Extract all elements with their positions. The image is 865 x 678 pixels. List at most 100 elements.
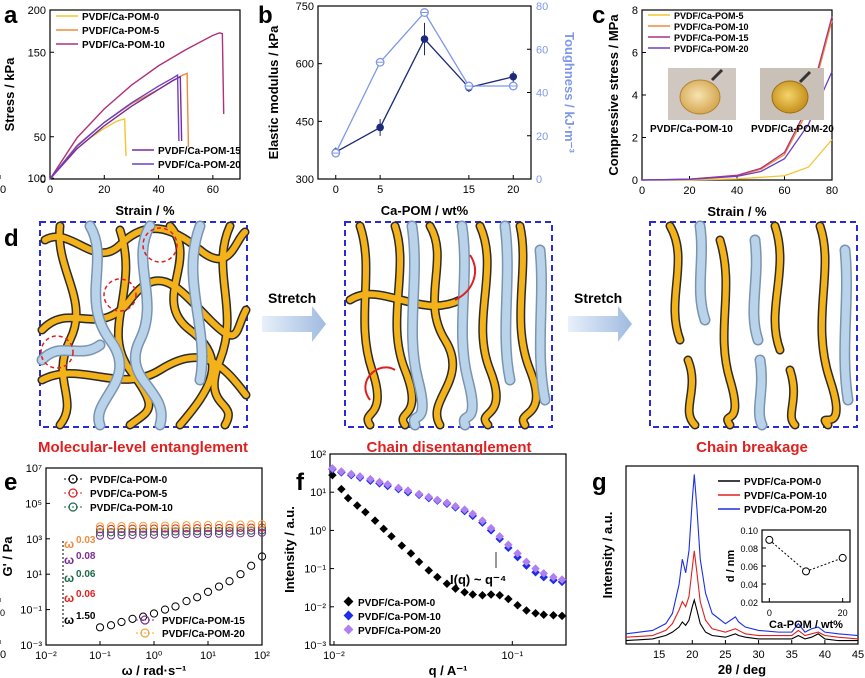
x-tick-label: 15 [653, 649, 665, 661]
x-tick-label: 45 [852, 649, 864, 661]
data-point [203, 529, 213, 538]
x-tick-label: 10⁰ [146, 650, 163, 662]
inset-point [802, 567, 810, 576]
y-tick-label: 100 [28, 173, 46, 185]
y-tick-label: 0 [40, 174, 46, 186]
legend-marker [343, 624, 354, 635]
data-point [106, 524, 116, 534]
disentangle-arrows [364, 254, 476, 401]
plot-frame [49, 9, 241, 180]
x-tick-label: 25 [719, 649, 731, 661]
legend-label: PVDF/Ca-POM-0 [82, 12, 160, 23]
legend-label: PVDF/Ca-POM-5 [674, 11, 744, 21]
data-point [160, 605, 170, 614]
data-point [95, 531, 105, 540]
chart-a: 0 20 40 60 0 50 100 150 200 Strain / % Stress / kP… [2, 5, 241, 218]
data-point [531, 564, 540, 573]
data-point [442, 498, 452, 507]
caption-disentanglement: Chain disentanglement [366, 439, 531, 456]
power-law-annotation: I(q) ~ q⁻⁴ [450, 572, 506, 587]
omega-symbol: ω [64, 613, 74, 627]
y-tick-label: 0.06 [740, 562, 758, 572]
y-tick-label: 50 [34, 132, 46, 144]
data-point [214, 523, 224, 533]
series-line [625, 550, 859, 640]
legend-marker [68, 502, 78, 512]
photo-ca-pom-10 [668, 68, 736, 120]
x-tick-label: 60 [207, 184, 219, 196]
data-point [160, 524, 170, 533]
data-point [214, 582, 224, 591]
chart-e: 10⁻² 10⁻¹ 10⁰ 10¹ 10² 10⁻³ 10⁻¹ 10¹ 10³ 10⁵ 10⁷ ω /… [0, 463, 270, 678]
data-point [247, 526, 256, 535]
stretch-label-2: Stretch [574, 290, 622, 306]
inset-line [769, 539, 843, 572]
data-point [557, 611, 567, 621]
chains-disentangling [345, 220, 551, 431]
x-tick-label: 10 [0, 608, 5, 618]
x-tick-label: 10⁻¹ [501, 650, 523, 662]
y-tick-label: 150 [28, 47, 46, 59]
data-point [257, 520, 267, 529]
y-tick-label: 10³ [26, 534, 42, 546]
y-tick-label: 200 [28, 5, 46, 17]
data-point [397, 541, 407, 550]
x-tick-label: 40 [731, 185, 743, 197]
legend-label: PVDF/Ca-POM-15 [674, 33, 749, 43]
data-point [214, 520, 224, 529]
y-tick-label: 450 [296, 116, 314, 128]
inset-point [765, 535, 774, 544]
y2-tick-label: 80 [536, 1, 548, 13]
x-tick-label: 10¹ [200, 650, 216, 662]
data-point [343, 493, 353, 503]
y2-tick-label: 20 [536, 131, 548, 143]
data-point [106, 528, 116, 537]
data-point [139, 527, 148, 536]
data-point [504, 540, 513, 550]
data-point [236, 526, 245, 535]
data-point [149, 521, 159, 530]
x-tick-label: 10⁻² [35, 650, 57, 662]
x-tick-label: 40 [152, 184, 164, 196]
chains-broken [665, 220, 854, 431]
data-point [236, 529, 245, 538]
data-point [182, 521, 191, 530]
y-axis-label: Intensity / a.u. [282, 506, 297, 593]
data-point [139, 530, 148, 539]
data-point [214, 529, 224, 538]
data-point [106, 621, 116, 630]
data-point [539, 569, 548, 578]
data-point [139, 524, 148, 533]
schematic-box-1 [39, 221, 248, 428]
slope-label: 0.06 [76, 589, 96, 600]
slope-label: 1.50 [76, 611, 96, 622]
x-tick-label: 20 [838, 608, 848, 618]
data-point [539, 610, 548, 619]
y-tick-label: 10² [310, 449, 326, 461]
y-tick-label: 10⁻³ [20, 640, 42, 652]
y-tick-label: 2 [632, 133, 638, 145]
data-point [139, 521, 148, 530]
data-point [171, 602, 180, 611]
data-point [513, 549, 522, 558]
panel-letter-g: g [592, 469, 607, 496]
data-point [352, 501, 362, 510]
data-point [522, 606, 531, 615]
data-point [549, 611, 558, 620]
y-tick-label: 10⁰ [309, 525, 326, 537]
legend-label: PVDF/Ca-POM-10 [90, 503, 173, 514]
data-point [149, 524, 159, 533]
data-point [403, 486, 413, 495]
data-point [361, 507, 370, 517]
omega-symbol: ω [64, 591, 74, 605]
y-tick-label: 10¹ [26, 569, 42, 581]
stretch-arrow-2 [568, 306, 632, 342]
x-tick-label: 30 [752, 649, 764, 661]
x-tick-label: 15 [463, 184, 475, 196]
data-point [451, 584, 460, 593]
y-tick-label: 8 [632, 5, 638, 17]
x-axis-label: Ca-POM / wt% [381, 203, 469, 218]
data-point [442, 579, 452, 589]
y-tick-label: 10⁻¹ [304, 564, 326, 576]
